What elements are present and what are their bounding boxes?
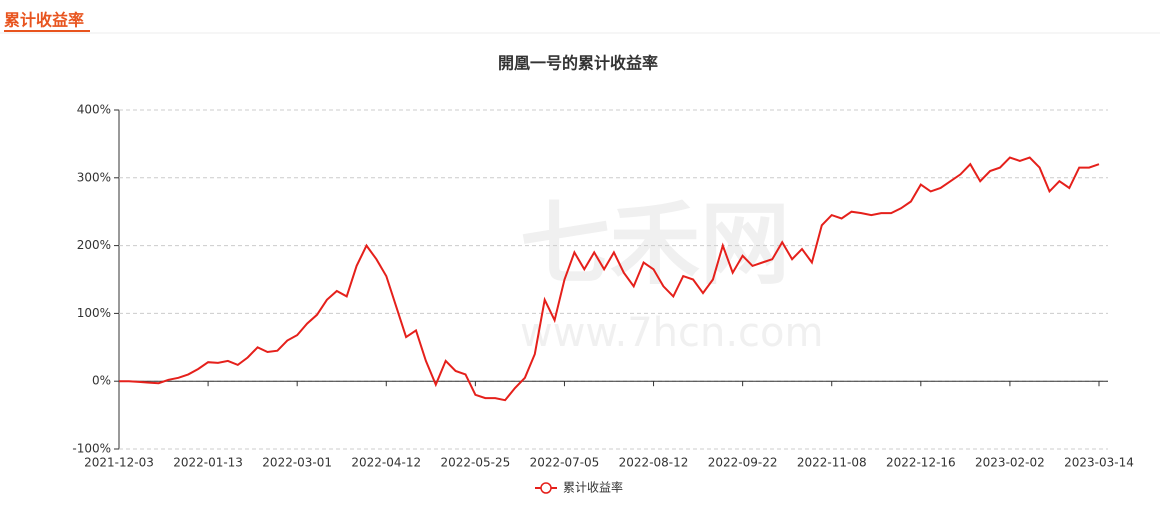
x-tick-label: 2023-02-02 — [975, 456, 1045, 470]
x-tick-label: 2022-05-25 — [440, 456, 510, 470]
legend-label[interactable]: 累计收益率 — [563, 480, 623, 495]
watermark: 七禾网 — [520, 192, 790, 297]
x-tick-label: 2022-08-12 — [619, 456, 689, 470]
y-tick-label: 0% — [92, 374, 111, 388]
tab-title[interactable]: 累计收益率 — [4, 11, 84, 30]
x-tick-label: 2022-01-13 — [173, 456, 243, 470]
watermark-url: www.7hcn.com — [520, 310, 823, 356]
x-tick-label: 2022-07-05 — [530, 456, 600, 470]
y-tick-label: 300% — [77, 170, 111, 184]
x-tick-label: 2021-12-03 — [84, 456, 154, 470]
x-tick-label: 2022-11-08 — [797, 456, 867, 470]
x-tick-label: 2022-03-01 — [262, 456, 332, 470]
y-tick-label: 100% — [77, 306, 111, 320]
x-tick-label: 2022-09-22 — [708, 456, 778, 470]
y-tick-label: 200% — [77, 238, 111, 252]
tab-underline — [4, 30, 90, 32]
legend-marker — [540, 482, 552, 494]
y-tick-label: -100% — [72, 442, 111, 456]
series-line — [119, 156, 1100, 402]
x-tick-label: 2022-04-12 — [351, 456, 421, 470]
x-tick-label: 2022-12-16 — [886, 456, 956, 470]
chart-title: 開凰一号的累计收益率 — [498, 54, 658, 73]
x-tick-label: 2023-03-14 — [1064, 456, 1134, 470]
y-tick-label: 400% — [77, 103, 111, 117]
